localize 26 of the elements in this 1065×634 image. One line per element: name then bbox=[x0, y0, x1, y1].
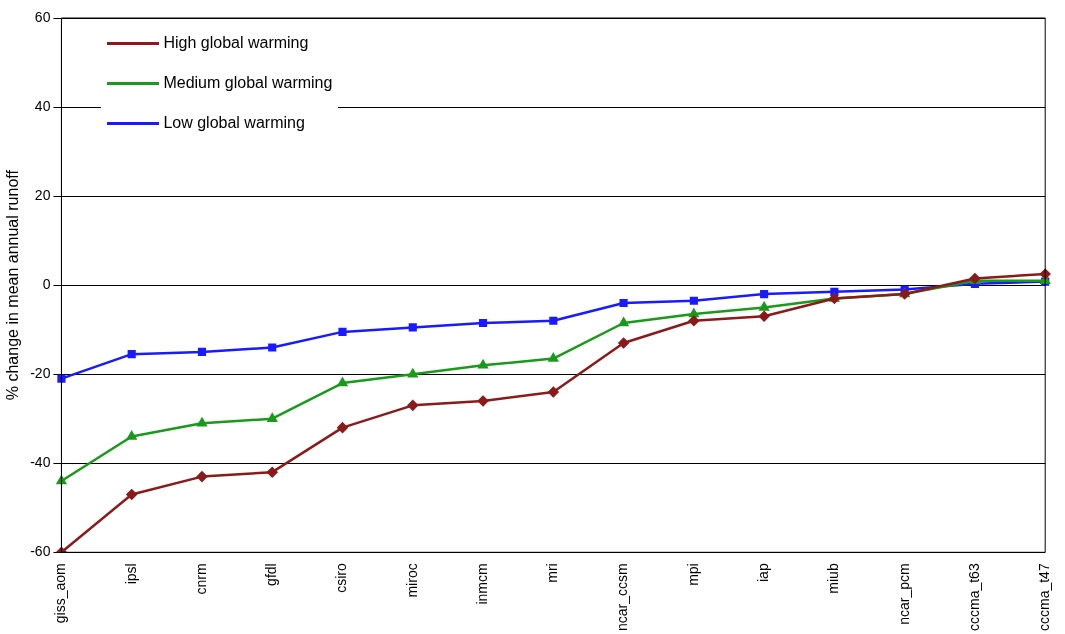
x-tick-label: ipsl bbox=[122, 563, 139, 585]
x-tick-label: cccma_t63 bbox=[965, 563, 982, 632]
y-tick-label: -40 bbox=[30, 454, 51, 471]
x-tick-label: giss_aom bbox=[52, 563, 69, 624]
y-tick-label: 40 bbox=[34, 97, 51, 114]
x-tick-label: inmcm bbox=[473, 563, 490, 605]
x-tick-label: mpi bbox=[684, 563, 701, 586]
y-tick-label: -20 bbox=[30, 365, 51, 382]
x-tick-label: cccma_t47 bbox=[1036, 563, 1053, 632]
y-tick-label: 20 bbox=[34, 186, 51, 203]
x-tick-label: ncar_ccsm bbox=[614, 563, 631, 631]
y-tick-label: -60 bbox=[30, 543, 51, 560]
x-tick-label: csiro bbox=[333, 563, 350, 593]
y-axis-title: % change in mean annual runoff bbox=[4, 169, 22, 401]
x-tick-label: gfdl bbox=[263, 563, 280, 586]
x-tick-label: cnrm bbox=[192, 563, 209, 595]
y-tick-label: 60 bbox=[34, 8, 51, 25]
legend-label: Low global warming bbox=[163, 114, 305, 132]
x-tick-label: iap bbox=[754, 563, 771, 582]
x-tick-label: miub bbox=[825, 563, 842, 594]
x-tick-label: miroc bbox=[403, 563, 420, 598]
legend-label: High global warming bbox=[163, 34, 309, 52]
x-tick-label: ncar_pcm bbox=[895, 563, 912, 625]
legend-label: Medium global warming bbox=[163, 74, 333, 92]
x-tick-label: mri bbox=[544, 563, 561, 583]
y-tick-label: 0 bbox=[42, 276, 51, 293]
